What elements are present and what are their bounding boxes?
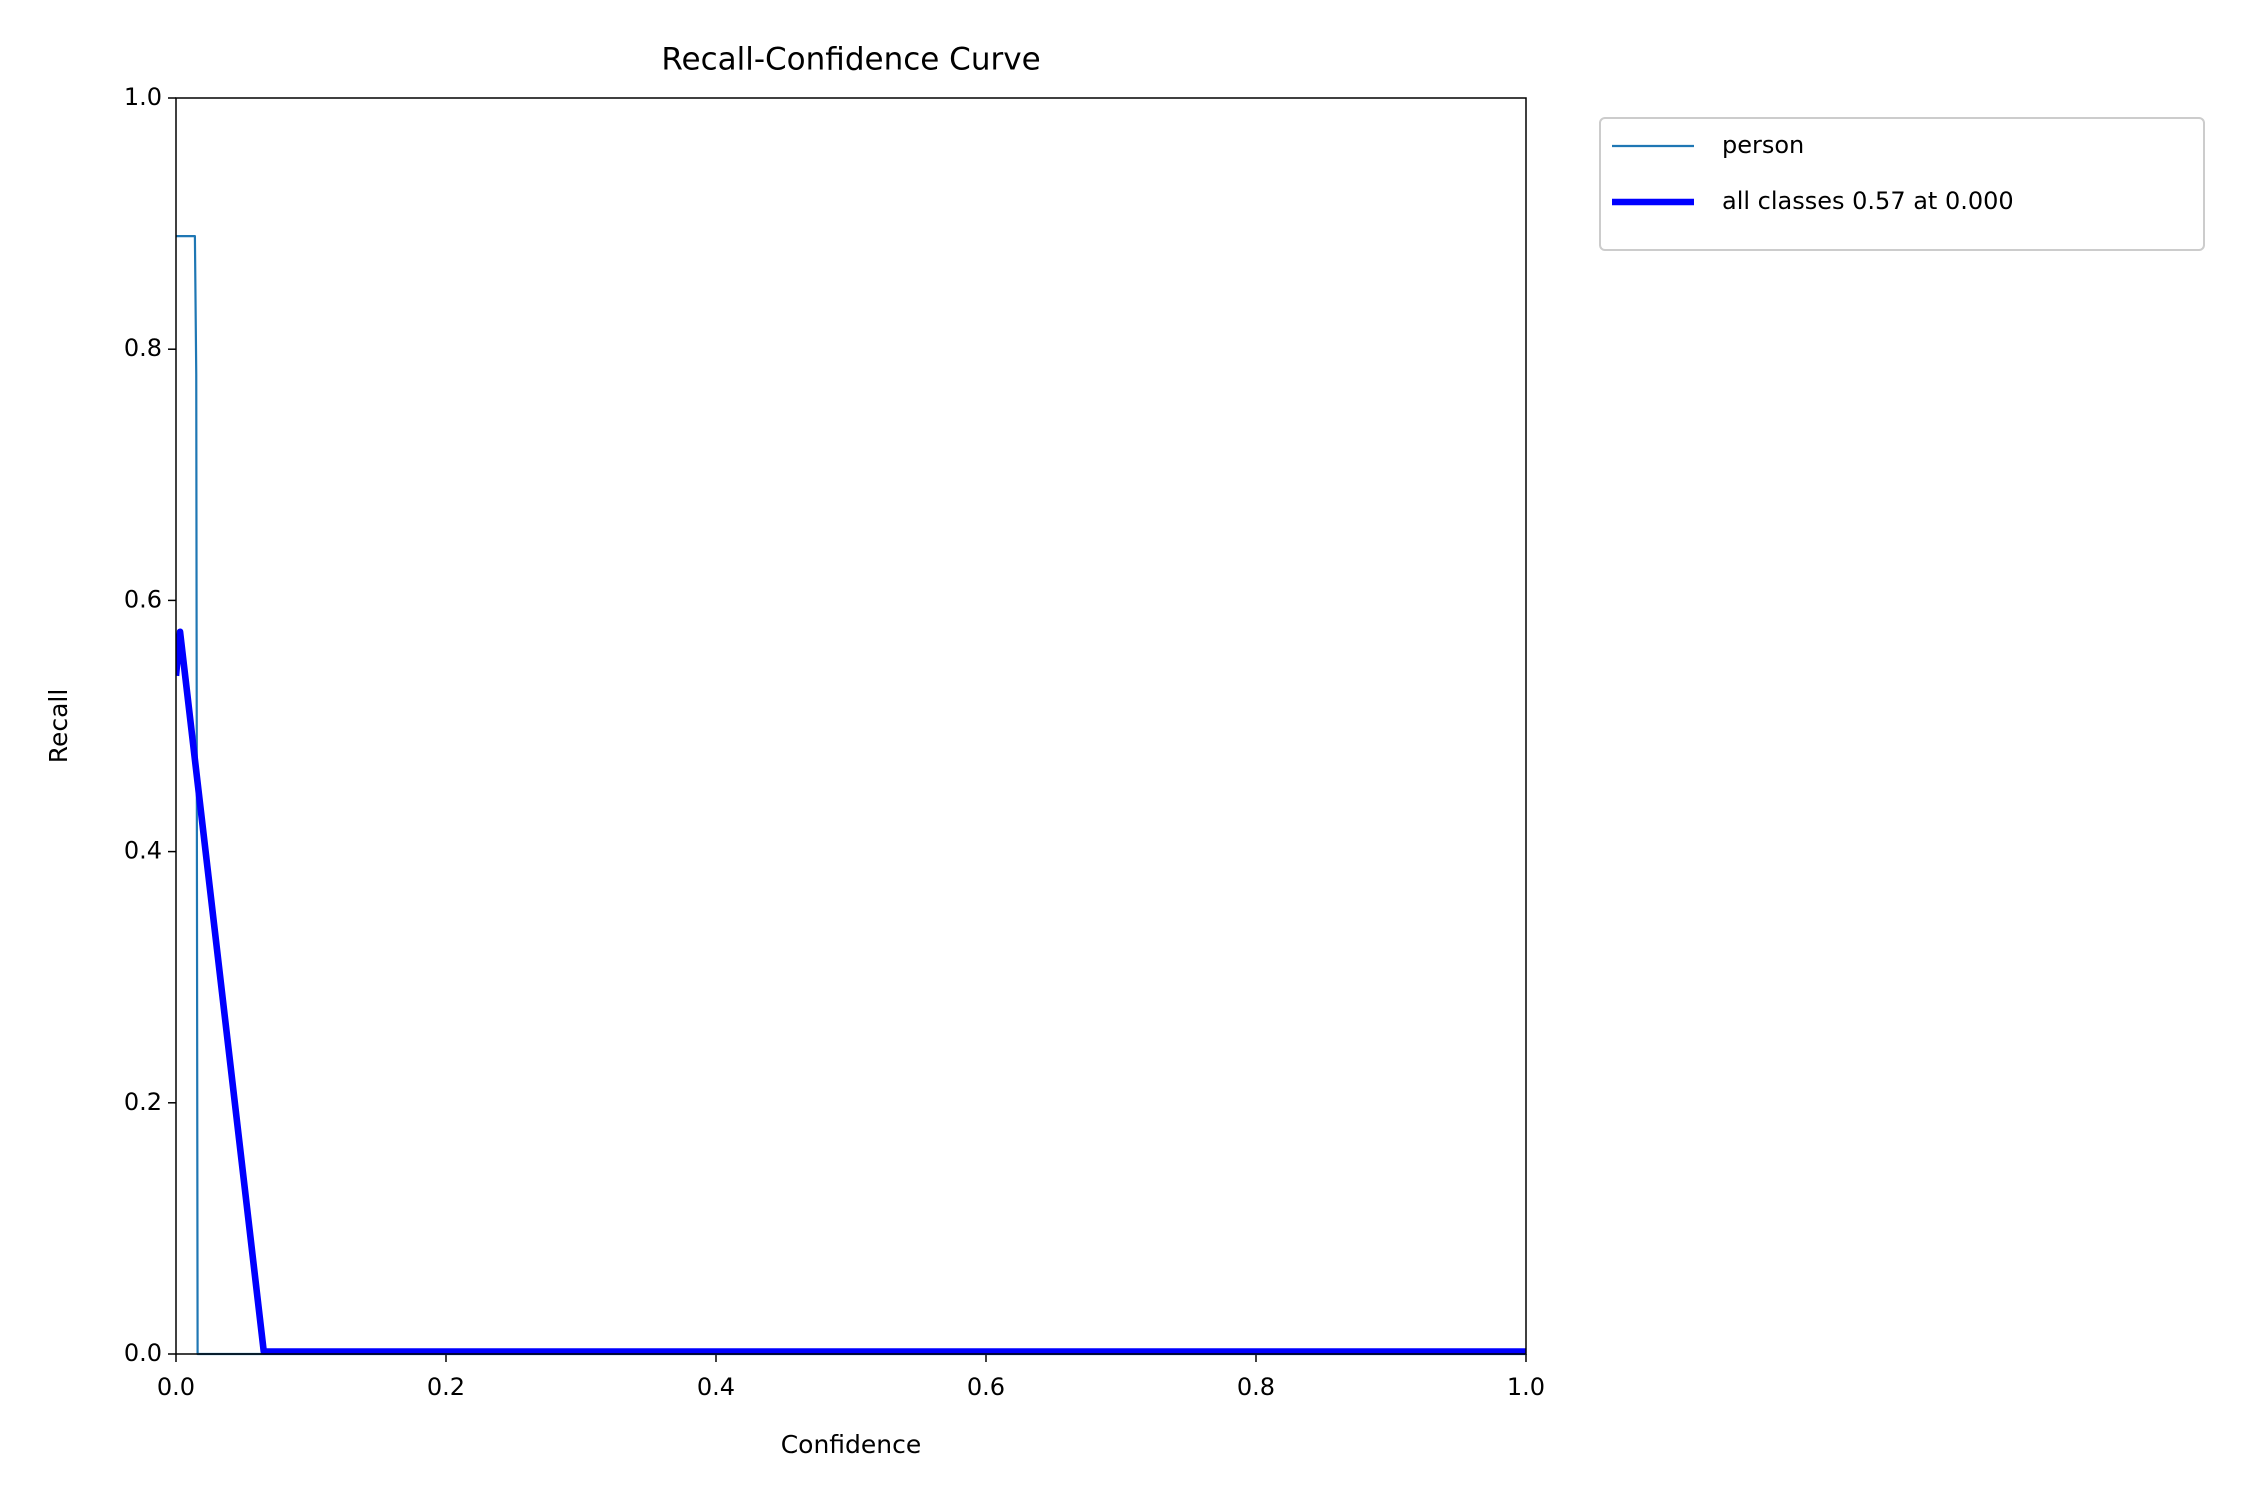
plot-frame bbox=[175, 97, 1527, 1355]
y-tick-label: 0.6 bbox=[124, 585, 162, 613]
x-tick-label: 0.2 bbox=[427, 1373, 465, 1401]
x-tick-label: 0.6 bbox=[967, 1373, 1005, 1401]
x-tick-label: 0.0 bbox=[157, 1373, 195, 1401]
y-tick-label: 1.0 bbox=[124, 83, 162, 111]
y-axis-label: Recall bbox=[44, 689, 73, 764]
y-tick-label: 0.0 bbox=[124, 1339, 162, 1367]
x-tick-label: 0.8 bbox=[1237, 1373, 1275, 1401]
legend-box bbox=[1599, 117, 2205, 251]
y-tick-label: 0.8 bbox=[124, 334, 162, 362]
legend-label: person bbox=[1722, 131, 1804, 159]
x-tick-label: 1.0 bbox=[1507, 1373, 1545, 1401]
y-tick-label: 0.4 bbox=[124, 837, 162, 865]
y-tick-label: 0.2 bbox=[124, 1088, 162, 1116]
series-line bbox=[176, 628, 1526, 1355]
x-tick-label: 0.4 bbox=[697, 1373, 735, 1401]
chart-title: Recall-Confidence Curve bbox=[661, 42, 1040, 78]
x-axis-label: Confidence bbox=[781, 1430, 922, 1459]
legend-label: all classes 0.57 at 0.000 bbox=[1722, 187, 2014, 215]
